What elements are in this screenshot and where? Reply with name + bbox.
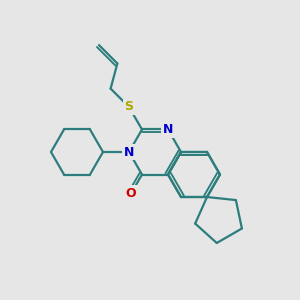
Text: N: N <box>124 146 134 158</box>
Text: O: O <box>126 187 136 200</box>
Text: N: N <box>163 123 173 136</box>
Text: S: S <box>124 100 134 113</box>
